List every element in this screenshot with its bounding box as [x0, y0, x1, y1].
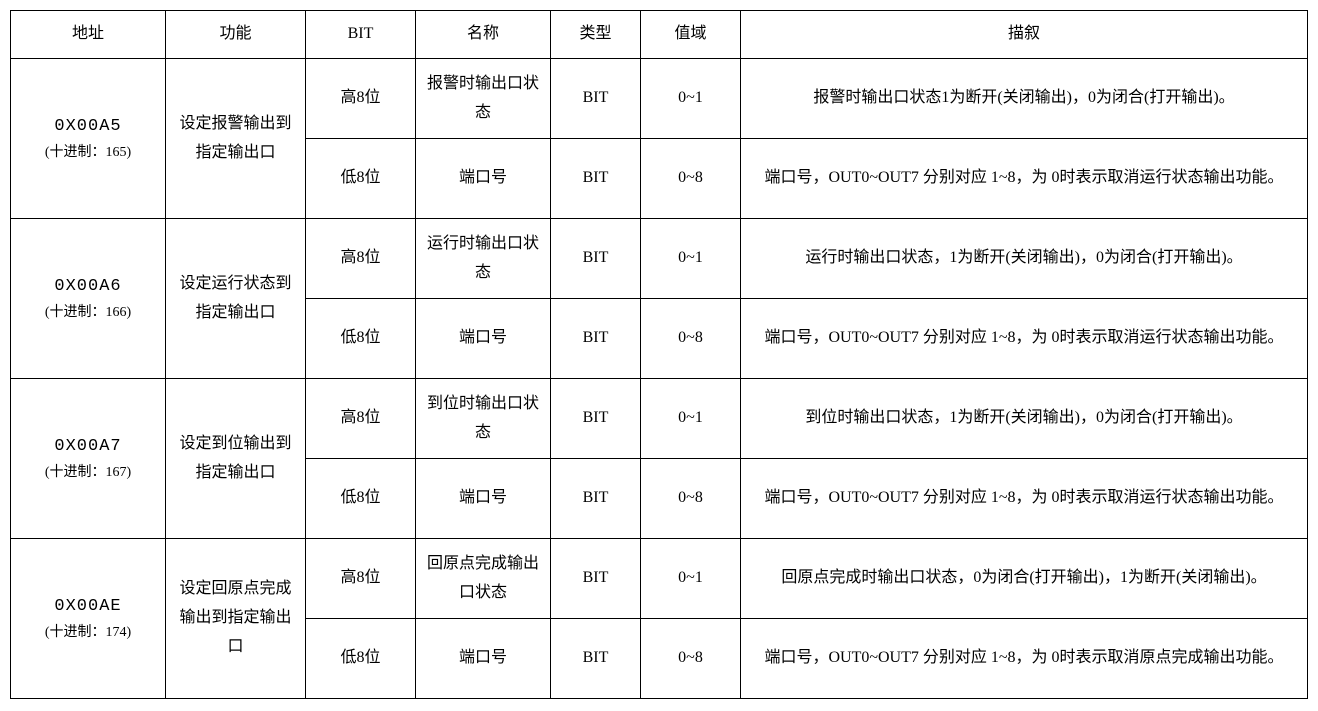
cell-type: BIT [551, 219, 641, 299]
cell-type: BIT [551, 459, 641, 539]
cell-range: 0~1 [641, 379, 741, 459]
cell-name: 端口号 [416, 459, 551, 539]
cell-range: 0~1 [641, 59, 741, 139]
cell-type: BIT [551, 59, 641, 139]
cell-type: BIT [551, 139, 641, 219]
addr-dec: (十进制：166) [17, 302, 159, 323]
cell-addr: 0X00A6 (十进制：166) [11, 219, 166, 379]
cell-func: 设定运行状态到指定输出口 [166, 219, 306, 379]
cell-desc: 回原点完成时输出口状态，0为闭合(打开输出)，1为断开(关闭输出)。 [741, 539, 1308, 619]
cell-bit: 高8位 [306, 539, 416, 619]
cell-desc: 端口号，OUT0~OUT7 分别对应 1~8，为 0时表示取消原点完成输出功能。 [741, 619, 1308, 699]
cell-type: BIT [551, 299, 641, 379]
cell-range: 0~8 [641, 459, 741, 539]
cell-bit: 高8位 [306, 379, 416, 459]
cell-bit: 低8位 [306, 459, 416, 539]
cell-addr: 0X00A7 (十进制：167) [11, 379, 166, 539]
cell-name: 到位时输出口状态 [416, 379, 551, 459]
addr-dec: (十进制：174) [17, 622, 159, 643]
cell-bit: 高8位 [306, 219, 416, 299]
header-desc: 描叙 [741, 11, 1308, 59]
cell-desc: 端口号，OUT0~OUT7 分别对应 1~8，为 0时表示取消运行状态输出功能。 [741, 459, 1308, 539]
cell-type: BIT [551, 619, 641, 699]
cell-name: 报警时输出口状态 [416, 59, 551, 139]
cell-bit: 低8位 [306, 299, 416, 379]
cell-desc: 端口号，OUT0~OUT7 分别对应 1~8，为 0时表示取消运行状态输出功能。 [741, 139, 1308, 219]
cell-name: 端口号 [416, 139, 551, 219]
cell-name: 运行时输出口状态 [416, 219, 551, 299]
cell-name: 端口号 [416, 299, 551, 379]
cell-desc: 到位时输出口状态，1为断开(关闭输出)，0为闭合(打开输出)。 [741, 379, 1308, 459]
header-addr: 地址 [11, 11, 166, 59]
cell-bit: 低8位 [306, 139, 416, 219]
cell-func: 设定到位输出到指定输出口 [166, 379, 306, 539]
cell-bit: 低8位 [306, 619, 416, 699]
table-header-row: 地址 功能 BIT 名称 类型 值域 描叙 [11, 11, 1308, 59]
cell-range: 0~1 [641, 539, 741, 619]
cell-desc: 端口号，OUT0~OUT7 分别对应 1~8，为 0时表示取消运行状态输出功能。 [741, 299, 1308, 379]
addr-hex: 0X00A6 [17, 274, 159, 300]
table-row: 0X00A7 (十进制：167) 设定到位输出到指定输出口 高8位 到位时输出口… [11, 379, 1308, 459]
header-func: 功能 [166, 11, 306, 59]
cell-type: BIT [551, 379, 641, 459]
addr-dec: (十进制：165) [17, 142, 159, 163]
table-row: 0X00AE (十进制：174) 设定回原点完成输出到指定输出口 高8位 回原点… [11, 539, 1308, 619]
cell-type: BIT [551, 539, 641, 619]
cell-range: 0~8 [641, 299, 741, 379]
cell-name: 回原点完成输出口状态 [416, 539, 551, 619]
cell-func: 设定回原点完成输出到指定输出口 [166, 539, 306, 699]
cell-addr: 0X00A5 (十进制：165) [11, 59, 166, 219]
cell-range: 0~8 [641, 139, 741, 219]
register-table: 地址 功能 BIT 名称 类型 值域 描叙 0X00A5 (十进制：165) 设… [10, 10, 1308, 699]
header-range: 值域 [641, 11, 741, 59]
cell-desc: 运行时输出口状态，1为断开(关闭输出)，0为闭合(打开输出)。 [741, 219, 1308, 299]
addr-hex: 0X00A7 [17, 434, 159, 460]
addr-hex: 0X00A5 [17, 114, 159, 140]
table-row: 0X00A5 (十进制：165) 设定报警输出到指定输出口 高8位 报警时输出口… [11, 59, 1308, 139]
addr-hex: 0X00AE [17, 594, 159, 620]
header-type: 类型 [551, 11, 641, 59]
cell-desc: 报警时输出口状态1为断开(关闭输出)，0为闭合(打开输出)。 [741, 59, 1308, 139]
addr-dec: (十进制：167) [17, 462, 159, 483]
cell-name: 端口号 [416, 619, 551, 699]
table-body: 0X00A5 (十进制：165) 设定报警输出到指定输出口 高8位 报警时输出口… [11, 59, 1308, 699]
table-row: 0X00A6 (十进制：166) 设定运行状态到指定输出口 高8位 运行时输出口… [11, 219, 1308, 299]
cell-range: 0~8 [641, 619, 741, 699]
cell-addr: 0X00AE (十进制：174) [11, 539, 166, 699]
header-name: 名称 [416, 11, 551, 59]
cell-range: 0~1 [641, 219, 741, 299]
cell-func: 设定报警输出到指定输出口 [166, 59, 306, 219]
header-bit: BIT [306, 11, 416, 59]
cell-bit: 高8位 [306, 59, 416, 139]
